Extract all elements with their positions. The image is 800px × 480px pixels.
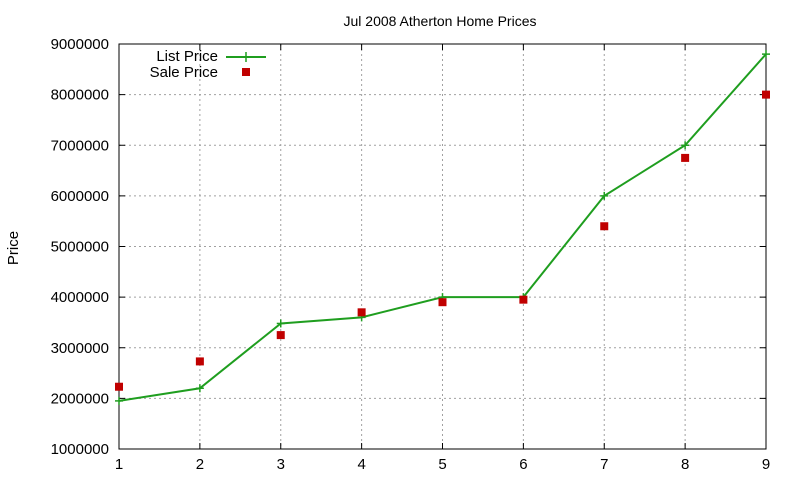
point-list-price-8 — [681, 141, 690, 150]
y-tick-label-5000000: 5000000 — [51, 239, 109, 256]
x-tick-label-7: 7 — [600, 456, 608, 473]
y-tick-label-9000000: 9000000 — [51, 36, 109, 53]
point-sale-price-9 — [762, 90, 770, 99]
x-tick-label-6: 6 — [519, 456, 527, 473]
point-sale-price-8 — [681, 153, 690, 162]
y-tick-label-3000000: 3000000 — [51, 340, 109, 357]
point-sale-price-7 — [600, 222, 609, 231]
point-sale-price-3 — [276, 331, 285, 340]
chart-title: Jul 2008 Atherton Home Prices — [344, 13, 537, 29]
point-list-price-9 — [762, 50, 770, 59]
series-line-list-price — [118, 53, 767, 402]
grid-lines — [119, 44, 766, 449]
legend-marker-sale-price — [242, 68, 250, 76]
y-tick-label-8000000: 8000000 — [51, 87, 109, 104]
point-list-price-3 — [276, 319, 285, 328]
y-tick-label-1000000: 1000000 — [51, 441, 109, 458]
x-tick-label-4: 4 — [357, 456, 365, 473]
y-tick-label-7000000: 7000000 — [51, 137, 109, 154]
x-tick-label-2: 2 — [196, 456, 204, 473]
point-sale-price-4 — [357, 308, 366, 317]
x-tick-label-3: 3 — [277, 456, 285, 473]
x-tick-label-5: 5 — [438, 456, 446, 473]
legend: List Price Sale Price — [150, 48, 266, 81]
point-sale-price-6 — [519, 295, 528, 304]
point-sale-price-1 — [115, 382, 123, 391]
legend-label-list-price: List Price — [156, 48, 218, 65]
tick-labels: 1 2 3 4 5 6 7 8 9 1000000 2000000 3000000 4000000 500… — [51, 36, 771, 473]
point-sale-price-2 — [195, 357, 204, 366]
y-tick-label-4000000: 4000000 — [51, 289, 109, 306]
axes-frame — [118, 43, 767, 450]
x-tick-label-9: 9 — [762, 456, 770, 473]
legend-label-sale-price: Sale Price — [150, 64, 218, 81]
x-tick-label-1: 1 — [115, 456, 123, 473]
point-list-price-1 — [115, 396, 123, 405]
point-list-price-2 — [195, 384, 204, 393]
y-axis-label: Price — [5, 231, 22, 265]
x-tick-label-8: 8 — [681, 456, 689, 473]
y-tick-label-2000000: 2000000 — [51, 390, 109, 407]
y-tick-label-6000000: 6000000 — [51, 188, 109, 205]
plot-area — [115, 50, 770, 405]
point-list-price-7 — [600, 191, 609, 200]
point-sale-price-5 — [438, 298, 447, 307]
